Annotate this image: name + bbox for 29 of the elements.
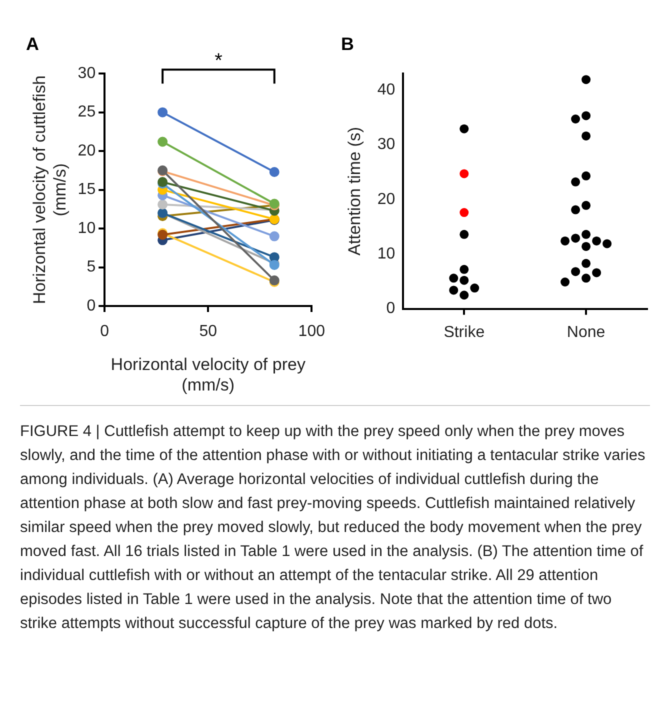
point bbox=[269, 166, 280, 177]
point bbox=[158, 107, 168, 118]
text: * bbox=[214, 50, 223, 72]
y-tick-label: 0 bbox=[86, 297, 96, 314]
y-axis-title: Horizontal velocity of cuttlefish (mm/s) bbox=[30, 75, 70, 304]
y-tick-label: 25 bbox=[78, 104, 96, 121]
y-axis-title: Attention time (s) bbox=[344, 126, 364, 256]
text: FIGURE 4 | Cuttlefish attempt to keep up with the prey speed only when the prey moves slowly, and the time of the attention phase with or without initiating a tentacular strike varies among individuals. (A) Average horizontal velocities of individual cuttlefish during the attention phase at both slow and fast prey-moving speeds. Cuttlefish maintained relatively similar speed when the prey moved slowly, but reduced the body movement when the prey moved fast. All 16 trials listed in Table 1 were used in the analysis. (B) The attention time of individual cuttlefish with or without an attempt of the tentacular strike. All 29 attention episodes listed in Table 1 were used in the analysis. Note that the attention time of two strike attempts without successful capture of the prey was marked by red dots. bbox=[20, 423, 646, 632]
y-tick-label: 5 bbox=[86, 258, 96, 276]
point bbox=[158, 200, 168, 210]
y-tick-label: 20 bbox=[78, 142, 96, 160]
y-tick-label: 30 bbox=[78, 65, 96, 82]
point bbox=[158, 136, 168, 147]
x-tick-label: None bbox=[566, 324, 606, 341]
y-tick-label: 10 bbox=[78, 220, 96, 237]
y-tick-label: 10 bbox=[377, 246, 396, 263]
point bbox=[269, 231, 280, 242]
y-tick-label: 15 bbox=[78, 181, 96, 198]
chart-title: B bbox=[341, 34, 354, 54]
x-axis-title: Horizontal velocity of prey (mm/s) bbox=[110, 355, 306, 394]
x-tick-label: 100 bbox=[298, 323, 326, 340]
y-tick-label: 20 bbox=[377, 190, 396, 208]
x-tick-label: Strike bbox=[444, 324, 485, 341]
x-tick-label: 0 bbox=[100, 323, 110, 340]
y-tick-label: 30 bbox=[377, 136, 396, 154]
y-tick-label: 0 bbox=[386, 300, 396, 318]
x-tick-label: 50 bbox=[199, 323, 218, 340]
y-tick-label: 40 bbox=[377, 81, 396, 98]
chart-title: A bbox=[26, 34, 39, 54]
